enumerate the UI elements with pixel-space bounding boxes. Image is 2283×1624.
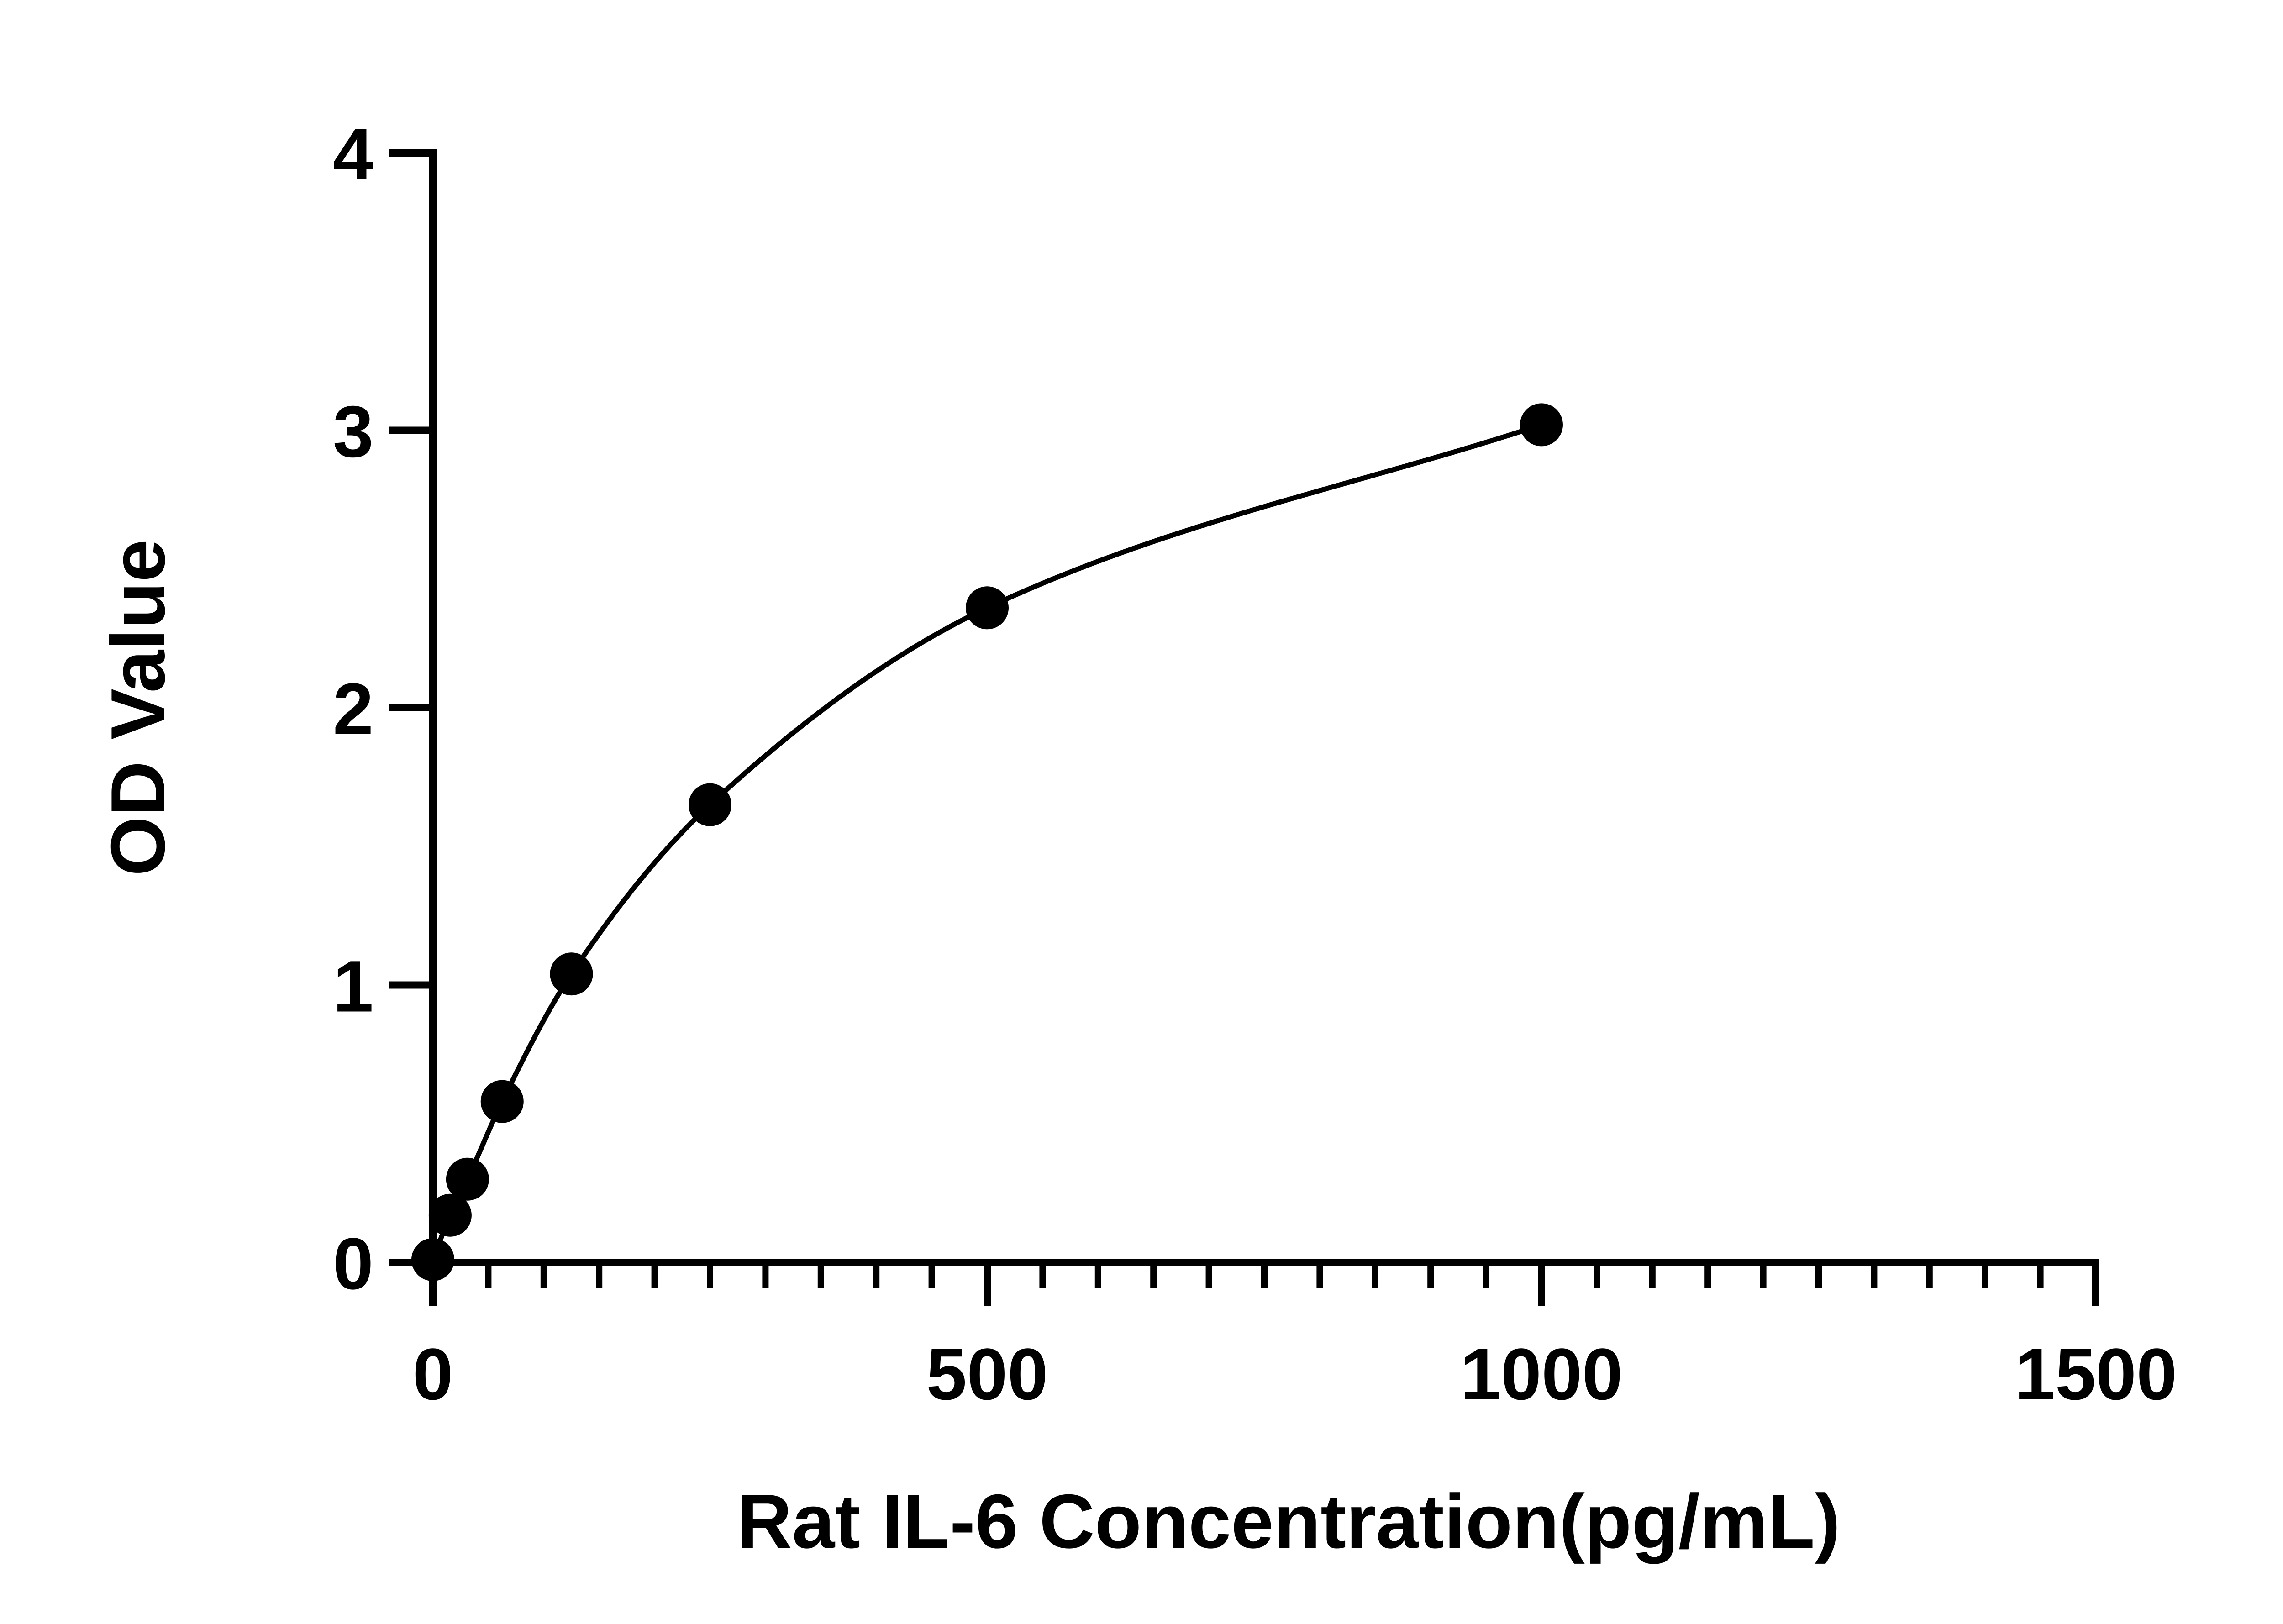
y-tick-label: 3 (333, 391, 373, 473)
y-tick-label: 4 (333, 113, 373, 195)
data-point (550, 952, 593, 996)
data-point (966, 586, 1009, 630)
data-point (446, 1157, 489, 1201)
data-point (480, 1080, 524, 1123)
labels-layer: Rat IL-6 Concentration(pg/mL) OD Value 0… (95, 113, 2177, 1564)
data-point (1520, 403, 1563, 447)
points-layer (411, 403, 1563, 1281)
x-tick-label: 500 (926, 1333, 1048, 1415)
fit-curve (430, 422, 1544, 1262)
data-point (411, 1238, 454, 1281)
curve-layer (430, 422, 1544, 1262)
axes-layer (389, 149, 2099, 1306)
x-tick-label: 1500 (2015, 1333, 2177, 1415)
y-tick-label: 2 (333, 668, 373, 750)
y-tick-label: 0 (333, 1223, 373, 1304)
data-point (428, 1193, 472, 1237)
x-axis-title: Rat IL-6 Concentration(pg/mL) (736, 1478, 1840, 1564)
data-point (689, 783, 731, 826)
y-tick-label: 1 (333, 946, 373, 1027)
x-tick-label: 0 (413, 1333, 453, 1415)
x-tick-label: 1000 (1460, 1333, 1623, 1415)
y-axis-title: OD Value (95, 539, 181, 876)
